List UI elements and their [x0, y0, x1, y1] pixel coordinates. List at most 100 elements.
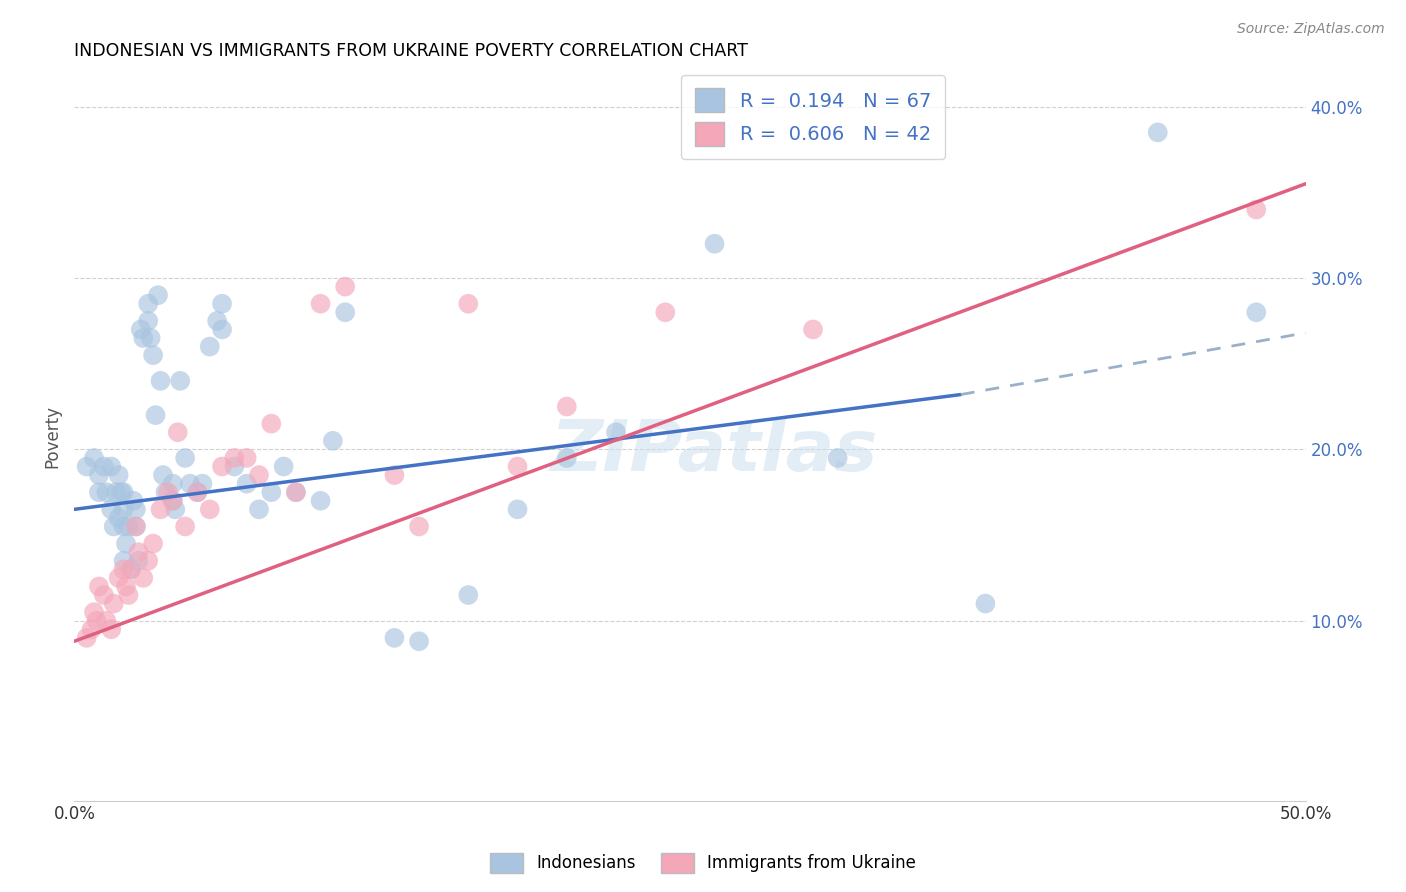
Point	[198, 340, 221, 354]
Point	[149, 502, 172, 516]
Point	[76, 631, 98, 645]
Point	[87, 485, 110, 500]
Point	[335, 279, 357, 293]
Point	[384, 468, 406, 483]
Point	[284, 485, 307, 500]
Point	[149, 374, 172, 388]
Point	[605, 425, 627, 440]
Point	[83, 450, 105, 465]
Point	[224, 459, 246, 474]
Legend: Indonesians, Immigrants from Ukraine: Indonesians, Immigrants from Ukraine	[484, 847, 922, 880]
Point	[103, 597, 125, 611]
Point	[801, 322, 824, 336]
Point	[146, 288, 169, 302]
Point	[93, 459, 115, 474]
Point	[117, 519, 139, 533]
Point	[115, 579, 138, 593]
Point	[235, 476, 257, 491]
Point	[384, 631, 406, 645]
Point	[211, 459, 233, 474]
Point	[260, 417, 283, 431]
Point	[96, 485, 118, 500]
Point	[112, 562, 135, 576]
Point	[76, 459, 98, 474]
Point	[211, 322, 233, 336]
Point	[506, 502, 529, 516]
Point	[166, 425, 188, 440]
Y-axis label: Poverty: Poverty	[44, 405, 60, 468]
Point	[127, 545, 149, 559]
Point	[654, 305, 676, 319]
Point	[110, 485, 132, 500]
Point	[322, 434, 344, 448]
Point	[211, 297, 233, 311]
Text: ZIPatlas: ZIPatlas	[551, 417, 879, 485]
Point	[100, 622, 122, 636]
Point	[186, 485, 208, 500]
Point	[120, 562, 142, 576]
Point	[103, 519, 125, 533]
Point	[105, 485, 128, 500]
Point	[260, 485, 283, 500]
Point	[139, 331, 162, 345]
Point	[506, 459, 529, 474]
Point	[112, 485, 135, 500]
Point	[191, 476, 214, 491]
Point	[1246, 202, 1268, 217]
Point	[162, 493, 184, 508]
Point	[247, 502, 270, 516]
Point	[96, 614, 118, 628]
Point	[162, 493, 184, 508]
Point	[100, 459, 122, 474]
Point	[457, 297, 479, 311]
Point	[87, 468, 110, 483]
Point	[1246, 305, 1268, 319]
Point	[174, 450, 197, 465]
Point	[408, 519, 430, 533]
Point	[132, 571, 155, 585]
Point	[112, 502, 135, 516]
Point	[179, 476, 201, 491]
Point	[827, 450, 849, 465]
Point	[284, 485, 307, 500]
Point	[117, 588, 139, 602]
Point	[408, 634, 430, 648]
Point	[335, 305, 357, 319]
Point	[125, 502, 148, 516]
Point	[142, 348, 165, 362]
Point	[198, 502, 221, 516]
Point	[309, 297, 332, 311]
Point	[122, 493, 145, 508]
Point	[152, 468, 174, 483]
Point	[142, 536, 165, 550]
Point	[1146, 125, 1168, 139]
Point	[83, 605, 105, 619]
Point	[107, 571, 129, 585]
Legend: R =  0.194   N = 67, R =  0.606   N = 42: R = 0.194 N = 67, R = 0.606 N = 42	[682, 75, 945, 160]
Point	[457, 588, 479, 602]
Point	[107, 468, 129, 483]
Point	[155, 485, 177, 500]
Point	[132, 331, 155, 345]
Point	[247, 468, 270, 483]
Point	[125, 519, 148, 533]
Point	[80, 622, 103, 636]
Point	[127, 554, 149, 568]
Point	[555, 450, 578, 465]
Point	[235, 450, 257, 465]
Point	[273, 459, 295, 474]
Point	[125, 519, 148, 533]
Point	[100, 502, 122, 516]
Point	[136, 554, 159, 568]
Point	[107, 511, 129, 525]
Point	[129, 322, 152, 336]
Point	[974, 597, 997, 611]
Point	[87, 579, 110, 593]
Text: INDONESIAN VS IMMIGRANTS FROM UKRAINE POVERTY CORRELATION CHART: INDONESIAN VS IMMIGRANTS FROM UKRAINE PO…	[75, 42, 748, 60]
Point	[703, 236, 725, 251]
Point	[205, 314, 228, 328]
Point	[112, 519, 135, 533]
Point	[145, 408, 167, 422]
Point	[112, 554, 135, 568]
Point	[309, 493, 332, 508]
